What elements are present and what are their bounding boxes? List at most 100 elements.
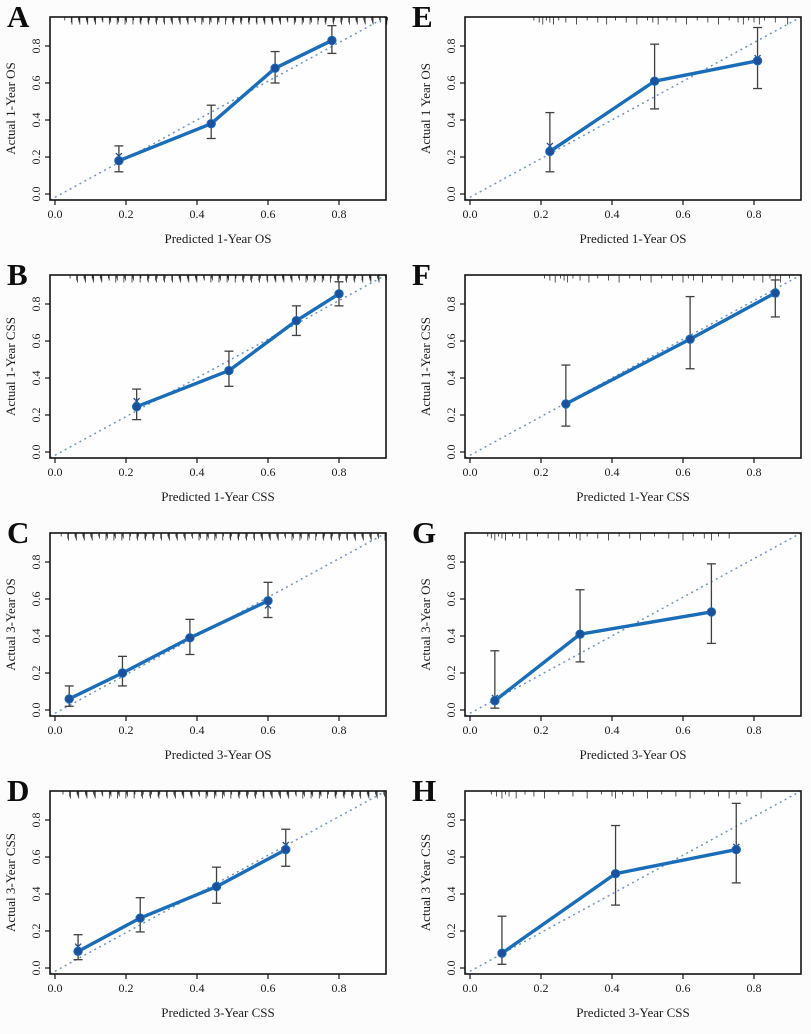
y-tick-label: 0.0 (29, 703, 43, 718)
data-point (545, 146, 555, 157)
data-point (649, 76, 660, 86)
calibration-line (76, 847, 288, 954)
data-point (185, 633, 195, 643)
x-tick-label: 0.4 (190, 465, 205, 479)
y-tick-label: 0.8 (444, 39, 458, 54)
x-tick-label: 0.8 (747, 465, 762, 479)
data-point (211, 881, 222, 892)
y-tick-label: 0.0 (444, 187, 458, 202)
y-tick-label: 0.8 (444, 813, 458, 828)
data-point (575, 629, 585, 639)
data-point (706, 607, 717, 617)
data-point (731, 844, 741, 855)
y-tick-label: 0.8 (29, 297, 43, 312)
y-tick-label: 0.4 (29, 113, 43, 128)
data-point (490, 696, 500, 706)
x-tick-label: 0.4 (605, 981, 620, 995)
reference-line (464, 790, 802, 975)
x-axis-title: Predicted 3-Year OS (165, 747, 272, 762)
calibration-chart-3yr-os-validation: 0.0 0.2 0.4 0.6 0.8 0.0 0.2 0.4 0.6 0.8 Predicted … (418, 532, 802, 762)
panel-A: 0.0 0.2 0.4 0.6 0.8 0.0 0.2 0.4 0.6 0.8 Predicted … (0, 0, 405, 258)
y-tick-label: 0.8 (444, 297, 458, 312)
x-tick-label: 0.4 (605, 207, 620, 221)
y-tick-label: 0.2 (444, 150, 458, 165)
panel-letter-D: D (7, 774, 30, 808)
panel-G: 0.0 0.2 0.4 0.6 0.8 0.0 0.2 0.4 0.6 0.8 Predicted … (405, 516, 811, 774)
x-tick-label: 0.2 (119, 465, 134, 479)
y-axis-title: Actual 3-Year CSS (3, 833, 18, 932)
y-tick-label: 0.4 (444, 887, 458, 902)
reference-line (464, 274, 802, 459)
plot-border (49, 274, 387, 459)
y-tick-label: 0.0 (444, 961, 458, 976)
y-axis-title: Actual 1 Year OS (418, 63, 433, 154)
y-tick-label: 0.0 (29, 961, 43, 976)
reference-line (49, 16, 387, 201)
panel-letter-B: B (7, 258, 28, 292)
x-tick-label: 0.0 (48, 723, 63, 737)
x-tick-label: 0.2 (119, 723, 134, 737)
data-point (291, 315, 302, 326)
x-tick-label: 0.8 (332, 207, 347, 221)
plot-border (464, 274, 802, 459)
data-point (114, 156, 124, 166)
x-axis-title: Predicted 1-Year OS (165, 231, 272, 246)
calibration-chart-1yr-css-training: 0.0 0.2 0.4 0.6 0.8 0.0 0.2 0.4 0.6 0.8 Predicted … (3, 274, 387, 504)
x-tick-label: 0.6 (676, 207, 691, 221)
y-tick-label: 0.4 (29, 371, 43, 386)
y-tick-label: 0.4 (29, 887, 43, 902)
x-tick-label: 0.4 (190, 981, 205, 995)
x-tick-label: 0.4 (605, 723, 620, 737)
data-point (770, 288, 780, 298)
x-tick-label: 0.4 (605, 465, 620, 479)
y-tick-label: 0.0 (29, 187, 43, 202)
x-tick-label: 0.2 (534, 723, 549, 737)
y-axis-title: Actual 1-Year OS (3, 62, 18, 155)
panel-B: 0.0 0.2 0.4 0.6 0.8 0.0 0.2 0.4 0.6 0.8 Predicted … (0, 258, 405, 516)
y-tick-label: 0.0 (444, 445, 458, 460)
y-axis-title: Actual 3-Year OS (418, 578, 433, 671)
panel-H: 0.0 0.2 0.4 0.6 0.8 0.0 0.2 0.4 0.6 0.8 Predicted … (405, 774, 811, 1034)
calibration-line (67, 599, 270, 701)
calibration-chart-3yr-css-training: 0.0 0.2 0.4 0.6 0.8 0.0 0.2 0.4 0.6 0.8 Predicted … (3, 790, 387, 1020)
x-tick-label: 0.8 (332, 465, 347, 479)
data-point (131, 401, 142, 412)
x-tick-label: 0.8 (747, 723, 762, 737)
x-axis-title: Predicted 1-Year CSS (161, 489, 275, 504)
panel-C: 0.0 0.2 0.4 0.6 0.8 0.0 0.2 0.4 0.6 0.8 Predicted … (0, 516, 405, 774)
panel-letter-A: A (7, 0, 30, 34)
x-tick-label: 0.2 (534, 207, 549, 221)
error-bar (685, 295, 695, 370)
data-point (73, 946, 83, 957)
plot-border (464, 16, 802, 201)
y-axis-title: Actual 1-Year CSS (3, 317, 18, 416)
x-tick-label: 0.8 (332, 981, 347, 995)
y-axis-title: Actual 1-Year CSS (418, 317, 433, 416)
calibration-chart-3yr-os-training: 0.0 0.2 0.4 0.6 0.8 0.0 0.2 0.4 0.6 0.8 Predicted … (3, 532, 387, 762)
x-axis-title: Predicted 1-Year CSS (576, 489, 690, 504)
error-bar (770, 279, 780, 318)
y-tick-label: 0.4 (444, 629, 458, 644)
x-axis-title: Predicted 3-Year CSS (576, 1005, 690, 1020)
data-point (224, 365, 234, 376)
data-point (334, 289, 344, 299)
data-point (610, 868, 621, 879)
x-tick-label: 0.0 (48, 981, 63, 995)
error-bar (611, 824, 621, 906)
panel-D: 0.0 0.2 0.4 0.6 0.8 0.0 0.2 0.4 0.6 0.8 Predicted … (0, 774, 405, 1034)
panel-letter-H: H (412, 774, 437, 808)
x-axis-title: Predicted 3-Year CSS (161, 1005, 275, 1020)
y-tick-label: 0.8 (29, 39, 43, 54)
y-tick-label: 0.2 (29, 666, 43, 681)
calibration-chart-3yr-css-validation: 0.0 0.2 0.4 0.6 0.8 0.0 0.2 0.4 0.6 0.8 Predicted … (418, 790, 802, 1020)
x-tick-label: 0.8 (747, 981, 762, 995)
calibration-chart-1yr-os-validation: 0.0 0.2 0.4 0.6 0.8 0.0 0.2 0.4 0.6 0.8 Predicted … (418, 16, 802, 246)
x-tick-label: 0.8 (747, 207, 762, 221)
data-point (117, 668, 128, 678)
panel-E: 0.0 0.2 0.4 0.6 0.8 0.0 0.2 0.4 0.6 0.8 Predicted … (405, 0, 811, 258)
calibration-chart-1yr-css-validation: 0.0 0.2 0.4 0.6 0.8 0.0 0.2 0.4 0.6 0.8 Predicted … (418, 274, 802, 504)
calibration-line (117, 38, 334, 163)
plot-border (49, 16, 387, 201)
data-point (135, 913, 145, 923)
y-tick-label: 0.6 (444, 592, 458, 607)
